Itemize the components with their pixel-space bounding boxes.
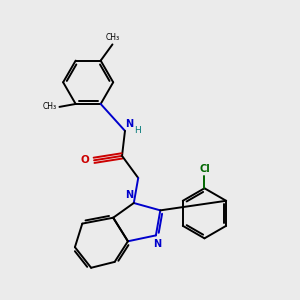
Text: N: N xyxy=(153,239,161,249)
Text: N: N xyxy=(125,190,133,200)
Text: CH₃: CH₃ xyxy=(105,33,119,42)
Text: Cl: Cl xyxy=(199,164,210,174)
Text: CH₃: CH₃ xyxy=(43,102,57,111)
Text: O: O xyxy=(81,155,90,165)
Text: H: H xyxy=(134,126,141,135)
Text: N: N xyxy=(126,119,134,129)
